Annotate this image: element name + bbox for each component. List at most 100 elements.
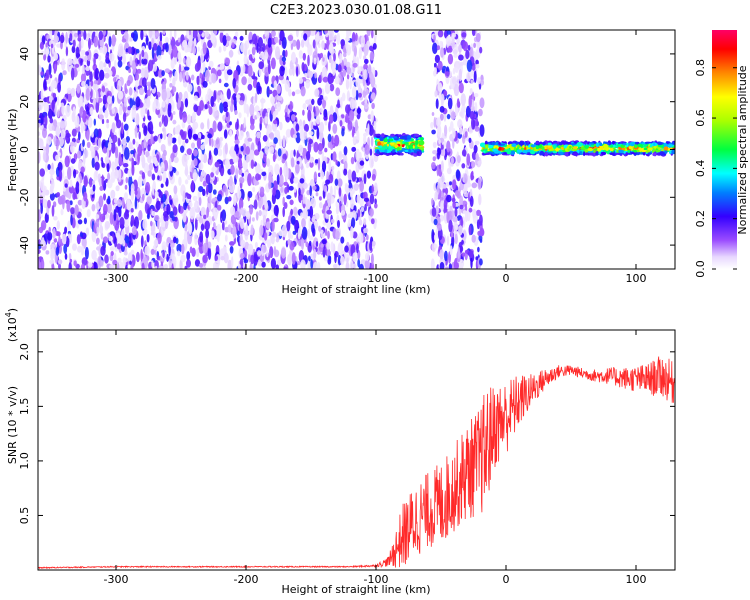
heatmap-cell bbox=[164, 68, 170, 73]
heatmap-cell bbox=[210, 230, 215, 239]
x-tick-label: -200 bbox=[234, 573, 259, 586]
heatmap-cell bbox=[65, 31, 68, 44]
heatmap-cell bbox=[535, 145, 539, 150]
heatmap-cell bbox=[193, 158, 198, 167]
heatmap-cell bbox=[458, 68, 462, 82]
heatmap-cell bbox=[81, 80, 86, 88]
heatmap-cell bbox=[652, 152, 657, 157]
heatmap-cell bbox=[88, 37, 91, 50]
heatmap-cell bbox=[628, 146, 633, 150]
heatmap-cell bbox=[516, 149, 523, 153]
heatmap-cell bbox=[261, 171, 267, 177]
heatmap-cell bbox=[177, 37, 181, 43]
heatmap-cell bbox=[321, 66, 328, 79]
heatmap-cell bbox=[173, 185, 178, 195]
heatmap-cell bbox=[437, 82, 443, 93]
heatmap-cell bbox=[255, 163, 261, 174]
heatmap-cell bbox=[97, 255, 102, 269]
heatmap-cell bbox=[558, 142, 563, 146]
heatmap-cell bbox=[103, 146, 107, 154]
heatmap-cell bbox=[51, 125, 55, 131]
heatmap-cell bbox=[59, 120, 66, 129]
heatmap-cell bbox=[564, 151, 570, 157]
heatmap-cell bbox=[64, 253, 68, 260]
heatmap-cell bbox=[214, 109, 220, 121]
heatmap-cell bbox=[445, 182, 450, 187]
heatmap-cell bbox=[387, 152, 393, 155]
heatmap-cell bbox=[63, 243, 68, 254]
heatmap-cell bbox=[282, 148, 287, 153]
heatmap-cell bbox=[186, 56, 192, 68]
heatmap-cell bbox=[377, 145, 383, 148]
heatmap-cell bbox=[173, 156, 179, 164]
heatmap-cell bbox=[611, 140, 615, 145]
heatmap-cell bbox=[121, 197, 125, 208]
heatmap-cell bbox=[346, 73, 350, 80]
heatmap-cell bbox=[103, 67, 110, 73]
heatmap-cell bbox=[461, 32, 467, 38]
heatmap-cell bbox=[621, 147, 626, 151]
heatmap-cell bbox=[296, 30, 299, 38]
heatmap-cell bbox=[211, 73, 217, 84]
heatmap-cell bbox=[440, 47, 444, 58]
heatmap-cell bbox=[81, 38, 84, 49]
heatmap-cell bbox=[83, 30, 87, 41]
heatmap-cell bbox=[80, 73, 87, 83]
heatmap-cell bbox=[264, 145, 269, 155]
heatmap-cell bbox=[316, 127, 320, 140]
heatmap-cell bbox=[128, 37, 133, 42]
heatmap-cell bbox=[345, 113, 349, 124]
heatmap-cell bbox=[45, 49, 50, 55]
heatmap-cell bbox=[219, 137, 223, 142]
heatmap-cell bbox=[460, 93, 466, 106]
heatmap-cell bbox=[258, 61, 265, 70]
heatmap-cell bbox=[471, 234, 476, 243]
heatmap-cell bbox=[213, 90, 217, 102]
heatmap-cell bbox=[38, 226, 44, 234]
heatmap-cell bbox=[451, 77, 457, 85]
heatmap-cell bbox=[171, 138, 177, 144]
heatmap-cell bbox=[319, 121, 325, 133]
heatmap-cell bbox=[340, 236, 345, 244]
heatmap-cell bbox=[238, 197, 244, 210]
heatmap-cell bbox=[43, 102, 49, 112]
heatmap-cell bbox=[38, 98, 44, 111]
heatmap-cell bbox=[104, 109, 109, 119]
heatmap-cell bbox=[144, 245, 150, 256]
heatmap-cell bbox=[57, 109, 60, 118]
heatmap-cell bbox=[430, 258, 435, 269]
heatmap-cell bbox=[477, 178, 482, 190]
heatmap-cell bbox=[474, 125, 480, 132]
heatmap-cell bbox=[249, 204, 254, 215]
heatmap-cell bbox=[56, 95, 60, 106]
heatmap-cell bbox=[56, 43, 62, 48]
heatmap-cell bbox=[95, 201, 99, 209]
heatmap-cell bbox=[262, 43, 266, 53]
heatmap-cell bbox=[56, 192, 61, 198]
heatmap-cell bbox=[346, 66, 352, 75]
heatmap-cell bbox=[330, 241, 334, 253]
heatmap-cell bbox=[143, 125, 148, 137]
x-tick-label: 100 bbox=[626, 573, 647, 586]
heatmap-cell bbox=[270, 30, 276, 37]
heatmap-cell bbox=[358, 79, 363, 84]
heatmap-cell bbox=[377, 141, 381, 146]
heatmap-cell bbox=[44, 212, 49, 224]
heatmap-cell bbox=[165, 42, 169, 53]
heatmap-cell bbox=[58, 235, 61, 246]
heatmap-x-axis-title: Height of straight line (km) bbox=[281, 283, 430, 296]
heatmap-cell bbox=[506, 149, 512, 155]
heatmap-cell bbox=[328, 55, 332, 64]
heatmap-cell bbox=[386, 136, 389, 140]
heatmap-cell bbox=[323, 116, 328, 121]
heatmap-cell bbox=[360, 206, 365, 213]
heatmap-cell bbox=[347, 120, 353, 131]
heatmap-cell bbox=[168, 257, 172, 269]
heatmap-cell bbox=[307, 109, 312, 122]
heatmap-cell bbox=[52, 80, 57, 89]
heatmap-cell bbox=[479, 97, 485, 109]
heatmap-cell bbox=[322, 97, 326, 109]
heatmap-cell bbox=[282, 135, 286, 148]
heatmap-cell bbox=[374, 203, 378, 209]
heatmap-cell bbox=[205, 173, 211, 185]
